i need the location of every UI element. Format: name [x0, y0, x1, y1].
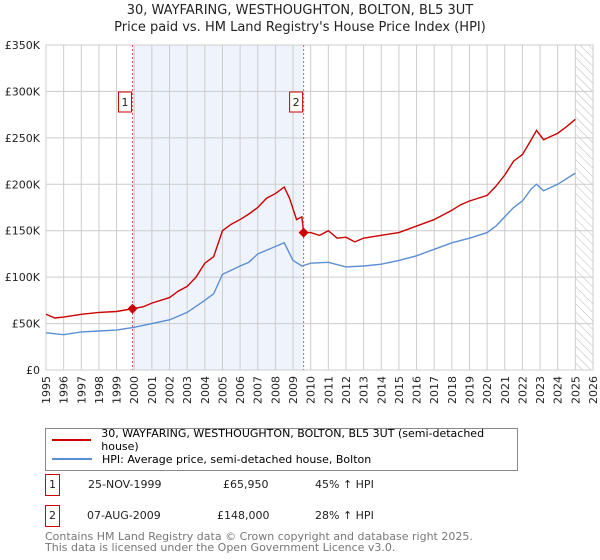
- legend-red-line: [52, 439, 92, 441]
- x-tick-label: 2003: [181, 376, 194, 404]
- chart-subtitle: Price paid vs. HM Land Registry's House …: [114, 20, 486, 35]
- chart-title: 30, WAYFARING, WESTHOUGHTON, BOLTON, BL5…: [126, 3, 474, 18]
- x-tick-label: 2015: [393, 376, 406, 404]
- x-tick-label: 2013: [358, 376, 371, 404]
- footer-line: This data is licensed under the Open Gov…: [45, 541, 396, 554]
- transaction-date: 07-AUG-2009: [87, 509, 161, 522]
- price-paid-line: [45, 118, 576, 319]
- x-tick-label: 2001: [146, 376, 159, 404]
- transaction-row: 1 25-NOV-1999 £65,950 45% ↑ HPI: [45, 474, 445, 496]
- transaction-date: 25-NOV-1999: [88, 478, 162, 491]
- legend-red-label: 30, WAYFARING, WESTHOUGHTON, BOLTON, BL5…: [101, 427, 485, 453]
- x-tick-label: 2023: [534, 376, 547, 404]
- transaction-hpi: 28% ↑ HPI: [315, 509, 374, 522]
- x-tick-label: 2020: [481, 376, 494, 404]
- transaction-row: 2 07-AUG-2009 £148,000 28% ↑ HPI: [45, 505, 445, 527]
- x-tick-label: 1998: [93, 376, 106, 404]
- hpi-line: [45, 172, 576, 336]
- sale-badge-label: 1: [121, 96, 128, 109]
- x-tick-label: 2012: [340, 376, 353, 404]
- x-tick-label: 2022: [516, 376, 529, 404]
- y-tick-label: £250K: [5, 132, 41, 145]
- x-tick-label: 2024: [552, 376, 565, 404]
- x-tick-label: 2014: [375, 376, 388, 404]
- x-tick-label: 2021: [499, 376, 512, 404]
- forecast-hatch: [575, 45, 593, 370]
- x-tick-label: 2025: [569, 376, 582, 404]
- x-tick-label: 2009: [287, 376, 300, 404]
- footer-line: Contains HM Land Registry data © Crown c…: [45, 530, 473, 543]
- transaction-price: £148,000: [217, 509, 270, 522]
- y-tick-label: £50K: [12, 318, 41, 331]
- sale-badge-label: 2: [293, 96, 300, 109]
- y-tick-label: £100K: [5, 271, 41, 284]
- shaded-region: [132, 45, 304, 370]
- transaction-price: £65,950: [223, 478, 269, 491]
- transaction-hpi: 45% ↑ HPI: [315, 478, 374, 491]
- y-tick-label: £350K: [5, 39, 41, 52]
- plot-area: 1995 1996 1997 1998 1999 2000 2001 2002 2003 2004…: [5, 39, 600, 404]
- legend: 30, WAYFARING, WESTHOUGHTON, BOLTON, BL5…: [45, 427, 518, 471]
- sale-point: [127, 303, 138, 314]
- x-tick-label: 2006: [234, 376, 247, 404]
- legend-blue-label: HPI: Average price, semi-detached house,…: [102, 452, 372, 466]
- x-tick-label: 1997: [75, 376, 88, 404]
- legend-blue-line: [52, 458, 92, 460]
- y-tick-label: £300K: [5, 85, 41, 98]
- x-tick-label: 2007: [252, 376, 265, 404]
- x-tick-label: 2002: [164, 376, 177, 404]
- sale-point: [298, 227, 309, 238]
- x-tick-label: 1999: [111, 376, 124, 404]
- sale-badge: [289, 91, 304, 113]
- sale-badge: [117, 91, 132, 113]
- footer: Contains HM Land Registry data © Crown c…: [45, 531, 473, 553]
- y-tick-label: £150K: [5, 225, 41, 238]
- y-tick-label: £200K: [5, 178, 41, 191]
- transaction-badge: 1: [45, 474, 60, 496]
- x-tick-label: 2016: [411, 376, 424, 404]
- x-tick-label: 1996: [58, 376, 71, 404]
- x-tick-label: 2011: [322, 376, 335, 404]
- x-tick-label: 2008: [269, 376, 282, 404]
- x-tick-label: 2019: [463, 376, 476, 404]
- y-tick-label: £0: [26, 364, 40, 377]
- plot-border: [45, 44, 594, 371]
- transaction-badge: 2: [45, 505, 60, 527]
- x-tick-label: 2018: [446, 376, 459, 404]
- x-tick-label: 2004: [199, 376, 212, 404]
- x-tick-label: 2026: [587, 376, 600, 404]
- x-tick-label: 2010: [305, 376, 318, 404]
- x-tick-label: 2017: [428, 376, 441, 404]
- x-tick-label: 2000: [128, 376, 141, 404]
- x-tick-label: 1995: [40, 376, 53, 404]
- x-tick-label: 2005: [216, 376, 229, 404]
